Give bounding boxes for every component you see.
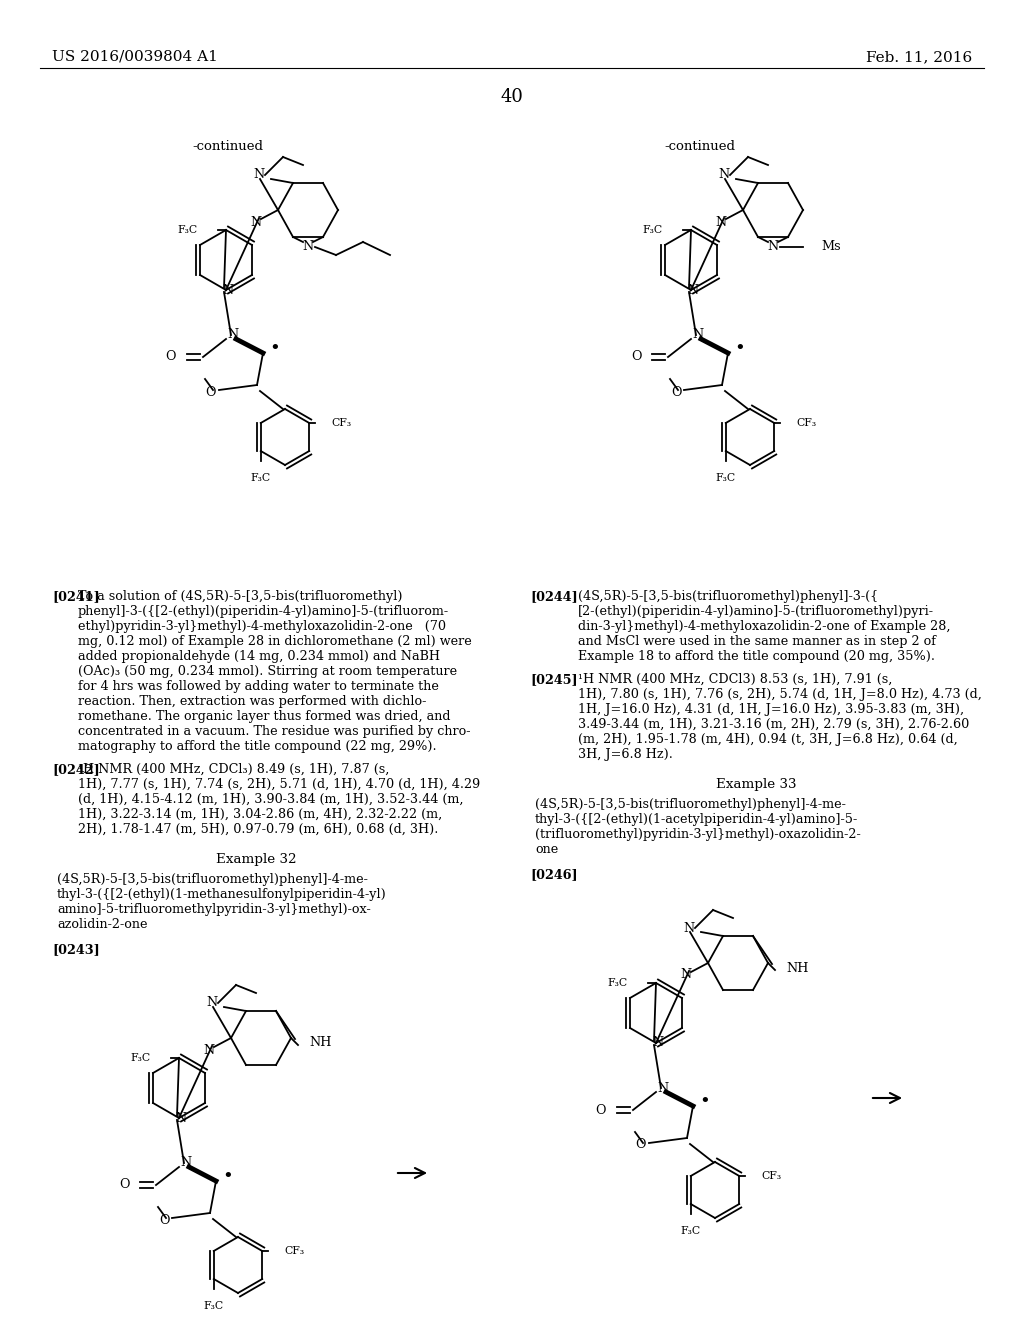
Text: O: O <box>596 1104 606 1117</box>
Text: [0243]: [0243] <box>52 942 99 956</box>
Text: F₃C: F₃C <box>608 978 628 987</box>
Text: Example 18 to afford the title compound (20 mg, 35%).: Example 18 to afford the title compound … <box>578 649 935 663</box>
Text: US 2016/0039804 A1: US 2016/0039804 A1 <box>52 50 218 63</box>
Text: •: • <box>269 341 281 358</box>
Text: F₃C: F₃C <box>251 473 270 483</box>
Text: F₃C: F₃C <box>681 1226 700 1236</box>
Text: F₃C: F₃C <box>178 224 198 235</box>
Text: O: O <box>159 1213 169 1226</box>
Text: [0246]: [0246] <box>530 869 578 880</box>
Text: ethyl)pyridin-3-yl}methyl)-4-methyloxazolidin-2-one   (70: ethyl)pyridin-3-yl}methyl)-4-methyloxazo… <box>78 620 446 634</box>
Text: -continued: -continued <box>193 140 263 153</box>
Text: 1H), 7.77 (s, 1H), 7.74 (s, 2H), 5.71 (d, 1H), 4.70 (d, 1H), 4.29: 1H), 7.77 (s, 1H), 7.74 (s, 2H), 5.71 (d… <box>78 777 480 791</box>
Text: 1H, J=16.0 Hz), 4.31 (d, 1H, J=16.0 Hz), 3.95-3.83 (m, 3H),: 1H, J=16.0 Hz), 4.31 (d, 1H, J=16.0 Hz),… <box>578 704 965 715</box>
Text: CF₃: CF₃ <box>797 418 816 428</box>
Text: N: N <box>687 284 698 297</box>
Text: (4S,5R)-5-[3,5-bis(trifluoromethyl)phenyl]-4-me-: (4S,5R)-5-[3,5-bis(trifluoromethyl)pheny… <box>57 873 368 886</box>
Text: O: O <box>671 385 681 399</box>
Text: [0242]: [0242] <box>52 763 99 776</box>
Text: Feb. 11, 2016: Feb. 11, 2016 <box>865 50 972 63</box>
Text: O: O <box>119 1179 129 1192</box>
Text: To a solution of (4S,5R)-5-[3,5-bis(trifluoromethyl): To a solution of (4S,5R)-5-[3,5-bis(trif… <box>78 590 402 603</box>
Text: N: N <box>207 997 218 1010</box>
Text: •: • <box>734 341 745 358</box>
Text: F₃C: F₃C <box>204 1302 224 1311</box>
Text: [2-(ethyl)(piperidin-4-yl)amino]-5-(trifluoromethyl)pyri-: [2-(ethyl)(piperidin-4-yl)amino]-5-(trif… <box>578 605 934 618</box>
Text: F₃C: F₃C <box>643 224 663 235</box>
Text: concentrated in a vacuum. The residue was purified by chro-: concentrated in a vacuum. The residue wa… <box>78 725 470 738</box>
Text: O: O <box>206 385 216 399</box>
Text: din-3-yl}methyl)-4-methyloxazolidin-2-one of Example 28,: din-3-yl}methyl)-4-methyloxazolidin-2-on… <box>578 620 950 634</box>
Text: Ms: Ms <box>821 240 841 253</box>
Text: (OAc)₃ (50 mg, 0.234 mmol). Stirring at room temperature: (OAc)₃ (50 mg, 0.234 mmol). Stirring at … <box>78 665 457 678</box>
Text: O: O <box>631 351 641 363</box>
Text: Example 32: Example 32 <box>216 853 296 866</box>
Text: CF₃: CF₃ <box>285 1246 304 1257</box>
Text: 40: 40 <box>501 88 523 106</box>
Text: CF₃: CF₃ <box>761 1171 781 1181</box>
Text: N: N <box>175 1111 186 1125</box>
Text: N: N <box>227 329 239 342</box>
Text: 2H), 1.78-1.47 (m, 5H), 0.97-0.79 (m, 6H), 0.68 (d, 3H).: 2H), 1.78-1.47 (m, 5H), 0.97-0.79 (m, 6H… <box>78 822 438 836</box>
Text: for 4 hrs was followed by adding water to terminate the: for 4 hrs was followed by adding water t… <box>78 680 439 693</box>
Text: (d, 1H), 4.15-4.12 (m, 1H), 3.90-3.84 (m, 1H), 3.52-3.44 (m,: (d, 1H), 4.15-4.12 (m, 1H), 3.90-3.84 (m… <box>78 793 464 807</box>
Text: O: O <box>636 1138 646 1151</box>
Text: •: • <box>699 1093 711 1111</box>
Text: CF₃: CF₃ <box>331 418 351 428</box>
Text: N: N <box>302 240 313 253</box>
Text: reaction. Then, extraction was performed with dichlo-: reaction. Then, extraction was performed… <box>78 696 426 708</box>
Text: N: N <box>767 240 778 253</box>
Text: NH: NH <box>786 961 808 974</box>
Text: N: N <box>680 969 691 982</box>
Text: azolidin-2-one: azolidin-2-one <box>57 917 147 931</box>
Text: [0244]: [0244] <box>530 590 578 603</box>
Text: N: N <box>251 215 261 228</box>
Text: N: N <box>683 921 694 935</box>
Text: mg, 0.12 mol) of Example 28 in dichloromethane (2 ml) were: mg, 0.12 mol) of Example 28 in dichlorom… <box>78 635 472 648</box>
Text: and MsCl were used in the same manner as in step 2 of: and MsCl were used in the same manner as… <box>578 635 936 648</box>
Text: -continued: -continued <box>665 140 735 153</box>
Text: N: N <box>652 1036 664 1049</box>
Text: N: N <box>222 284 233 297</box>
Text: amino]-5-trifluoromethylpyridin-3-yl}methyl)-ox-: amino]-5-trifluoromethylpyridin-3-yl}met… <box>57 903 371 916</box>
Text: (trifluoromethyl)pyridin-3-yl}methyl)-oxazolidin-2-: (trifluoromethyl)pyridin-3-yl}methyl)-ox… <box>535 828 861 841</box>
Text: N: N <box>716 215 727 228</box>
Text: (4S,5R)-5-[3,5-bis(trifluoromethyl)phenyl]-4-me-: (4S,5R)-5-[3,5-bis(trifluoromethyl)pheny… <box>535 799 846 810</box>
Text: phenyl]-3-({[2-(ethyl)(piperidin-4-yl)amino]-5-(trifluorom-: phenyl]-3-({[2-(ethyl)(piperidin-4-yl)am… <box>78 605 450 618</box>
Text: N: N <box>719 169 730 181</box>
Text: N: N <box>253 169 264 181</box>
Text: thyl-3-({[2-(ethyl)(1-acetylpiperidin-4-yl)amino]-5-: thyl-3-({[2-(ethyl)(1-acetylpiperidin-4-… <box>535 813 858 826</box>
Text: •: • <box>222 1168 233 1185</box>
Text: added propionaldehyde (14 mg, 0.234 mmol) and NaBH: added propionaldehyde (14 mg, 0.234 mmol… <box>78 649 440 663</box>
Text: thyl-3-({[2-(ethyl)(1-methanesulfonylpiperidin-4-yl): thyl-3-({[2-(ethyl)(1-methanesulfonylpip… <box>57 888 387 902</box>
Text: N: N <box>657 1081 669 1094</box>
Text: 3.49-3.44 (m, 1H), 3.21-3.16 (m, 2H), 2.79 (s, 3H), 2.76-2.60: 3.49-3.44 (m, 1H), 3.21-3.16 (m, 2H), 2.… <box>578 718 970 731</box>
Text: 3H, J=6.8 Hz).: 3H, J=6.8 Hz). <box>578 748 673 762</box>
Text: Example 33: Example 33 <box>716 777 797 791</box>
Text: romethane. The organic layer thus formed was dried, and: romethane. The organic layer thus formed… <box>78 710 451 723</box>
Text: [0241]: [0241] <box>52 590 99 603</box>
Text: one: one <box>535 843 558 855</box>
Text: ¹H NMR (400 MHz, CDCl3) 8.53 (s, 1H), 7.91 (s,: ¹H NMR (400 MHz, CDCl3) 8.53 (s, 1H), 7.… <box>578 673 892 686</box>
Text: N: N <box>204 1044 215 1056</box>
Text: [0245]: [0245] <box>530 673 578 686</box>
Text: O: O <box>166 351 176 363</box>
Text: 1H), 3.22-3.14 (m, 1H), 3.04-2.86 (m, 4H), 2.32-2.22 (m,: 1H), 3.22-3.14 (m, 1H), 3.04-2.86 (m, 4H… <box>78 808 442 821</box>
Text: (4S,5R)-5-[3,5-bis(trifluoromethyl)phenyl]-3-({: (4S,5R)-5-[3,5-bis(trifluoromethyl)pheny… <box>578 590 879 603</box>
Text: N: N <box>180 1156 191 1170</box>
Text: F₃C: F₃C <box>131 1053 151 1063</box>
Text: ¹H NMR (400 MHz, CDCl₃) 8.49 (s, 1H), 7.87 (s,: ¹H NMR (400 MHz, CDCl₃) 8.49 (s, 1H), 7.… <box>78 763 389 776</box>
Text: F₃C: F₃C <box>716 473 736 483</box>
Text: (m, 2H), 1.95-1.78 (m, 4H), 0.94 (t, 3H, J=6.8 Hz), 0.64 (d,: (m, 2H), 1.95-1.78 (m, 4H), 0.94 (t, 3H,… <box>578 733 957 746</box>
Text: N: N <box>692 329 703 342</box>
Text: NH: NH <box>309 1036 332 1049</box>
Text: 1H), 7.80 (s, 1H), 7.76 (s, 2H), 5.74 (d, 1H, J=8.0 Hz), 4.73 (d,: 1H), 7.80 (s, 1H), 7.76 (s, 2H), 5.74 (d… <box>578 688 982 701</box>
Text: matography to afford the title compound (22 mg, 29%).: matography to afford the title compound … <box>78 741 436 752</box>
